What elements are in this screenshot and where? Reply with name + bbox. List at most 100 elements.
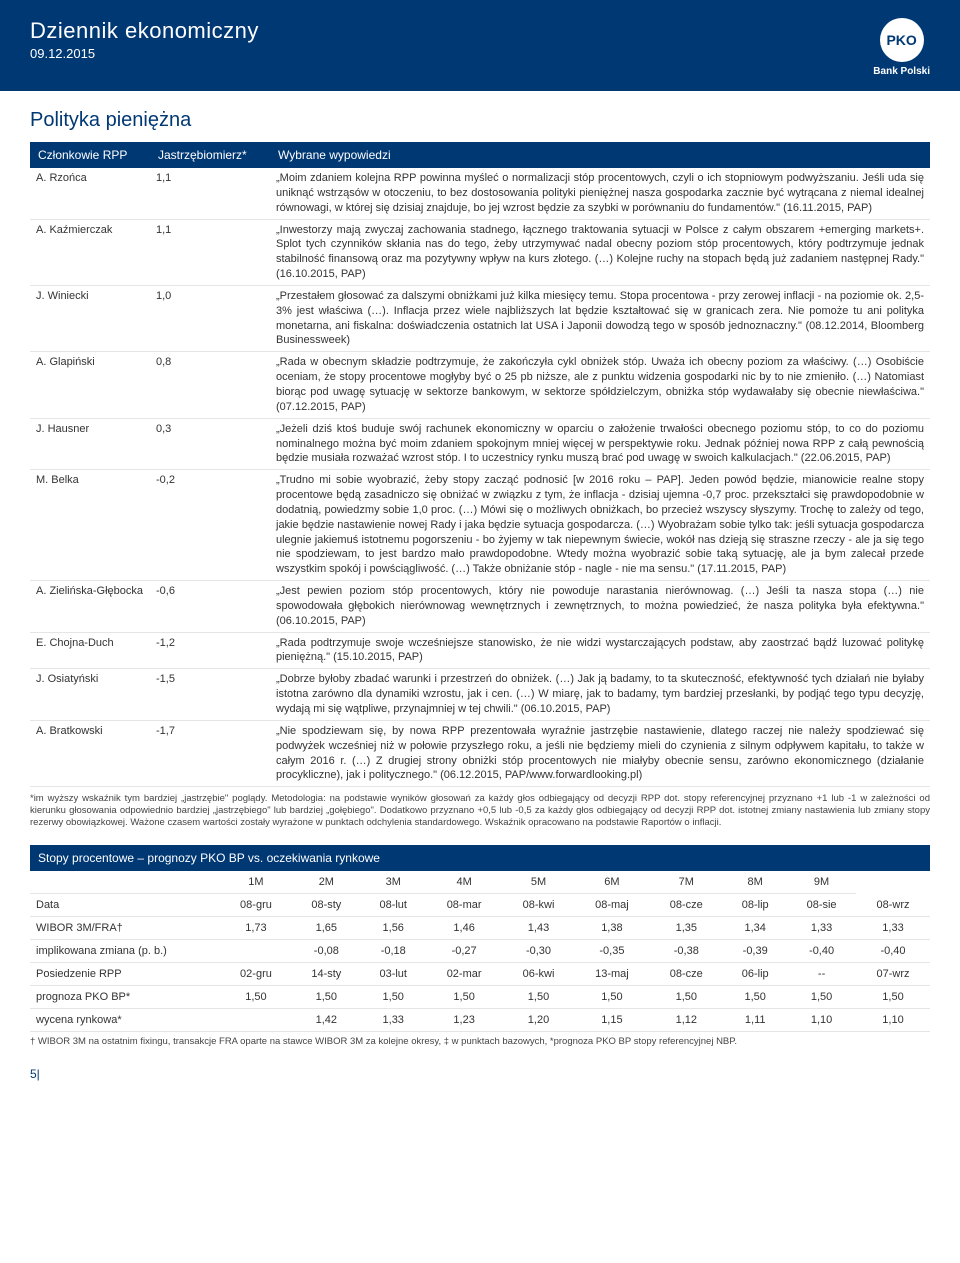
member-statement: „Rada w obecnym składzie podtrzymuje, że…: [270, 352, 930, 418]
member-statement: „Dobrze byłoby zbadać warunki i przestrz…: [270, 669, 930, 721]
forecast-cell: 1,56: [361, 916, 426, 939]
forecast-col-header: 8M: [723, 871, 787, 894]
th-hawkometer: Jastrzębiomierz*: [158, 148, 278, 162]
forecast-cell: 14-sty: [292, 962, 361, 985]
forecast-cell: 1,43: [503, 916, 575, 939]
table-row: A. Rzońca1,1„Moim zdaniem kolejna RPP po…: [30, 168, 930, 219]
forecast-cell: 1,42: [292, 1008, 361, 1031]
forecast-cell: 06-kwi: [503, 962, 575, 985]
forecast-cell: 1,73: [220, 916, 292, 939]
forecast-title-bar: Stopy procentowe – prognozy PKO BP vs. o…: [30, 845, 930, 871]
forecast-col-header: 5M: [503, 871, 575, 894]
forecast-cell: 1,23: [426, 1008, 503, 1031]
forecast-row-label: WIBOR 3M/FRA†: [30, 916, 220, 939]
forecast-row-label: Posiedzenie RPP: [30, 962, 220, 985]
forecast-cell: 1,20: [503, 1008, 575, 1031]
member-score: -1,5: [150, 669, 270, 721]
forecast-cell: 1,10: [787, 1008, 856, 1031]
forecast-col-header: 4M: [426, 871, 503, 894]
table-row: E. Chojna-Duch-1,2„Rada podtrzymuje swoj…: [30, 632, 930, 669]
forecast-cell: 1,33: [856, 916, 930, 939]
section-title: Polityka pieniężna: [30, 109, 930, 132]
member-score: 1,1: [150, 219, 270, 285]
forecast-cell: -0,35: [574, 939, 649, 962]
forecast-col-header: 9M: [787, 871, 856, 894]
member-statement: „Rada podtrzymuje swoje wcześniejsze sta…: [270, 632, 930, 669]
doc-title: Dziennik ekonomiczny: [30, 18, 259, 44]
member-score: -0,2: [150, 470, 270, 581]
page-content: Polityka pieniężna Członkowie RPP Jastrz…: [0, 91, 960, 1057]
forecast-row: prognoza PKO BP*1,501,501,501,501,501,50…: [30, 985, 930, 1008]
forecast-cell: 1,35: [649, 916, 723, 939]
forecast-cell: 1,11: [723, 1008, 787, 1031]
forecast-footnote: † WIBOR 3M na ostatnim fixingu, transakc…: [30, 1036, 930, 1047]
header-left: Dziennik ekonomiczny 09.12.2015: [30, 18, 259, 61]
forecast-cell: 1,50: [574, 985, 649, 1008]
forecast-cell: 08-maj: [574, 893, 649, 916]
member-statement: „Jeżeli dziś ktoś buduje swój rachunek e…: [270, 418, 930, 470]
forecast-cell: [220, 939, 292, 962]
member-score: -0,6: [150, 581, 270, 633]
member-statement: „Inwestorzy mają zwyczaj zachowania stad…: [270, 219, 930, 285]
member-score: -1,7: [150, 720, 270, 786]
member-name: J. Hausner: [30, 418, 150, 470]
member-name: A. Rzońca: [30, 168, 150, 219]
forecast-row: Posiedzenie RPP02-gru14-sty03-lut02-mar0…: [30, 962, 930, 985]
forecast-cell: [220, 1008, 292, 1031]
forecast-header-row: 1M2M3M4M5M6M7M8M9M: [30, 871, 930, 894]
forecast-cell: 08-cze: [649, 893, 723, 916]
member-score: -1,2: [150, 632, 270, 669]
forecast-cell: -0,08: [292, 939, 361, 962]
member-statement: „Moim zdaniem kolejna RPP powinna myśleć…: [270, 168, 930, 219]
forecast-cell: -0,27: [426, 939, 503, 962]
table-row: A. Glapiński0,8„Rada w obecnym składzie …: [30, 352, 930, 418]
forecast-cell: -0,40: [787, 939, 856, 962]
doc-date: 09.12.2015: [30, 46, 259, 61]
forecast-row-label: implikowana zmiana (p. b.): [30, 939, 220, 962]
forecast-cell: 1,50: [723, 985, 787, 1008]
member-name: A. Glapiński: [30, 352, 150, 418]
member-name: J. Winiecki: [30, 285, 150, 351]
forecast-cell: 1,15: [574, 1008, 649, 1031]
table-row: J. Hausner0,3„Jeżeli dziś ktoś buduje sw…: [30, 418, 930, 470]
forecast-col-header: 6M: [574, 871, 649, 894]
forecast-cell: -0,39: [723, 939, 787, 962]
forecast-row-label: prognoza PKO BP*: [30, 985, 220, 1008]
forecast-cell: 1,65: [292, 916, 361, 939]
forecast-cell: 08-lip: [723, 893, 787, 916]
forecast-col-header: 1M: [220, 871, 292, 894]
member-score: 0,3: [150, 418, 270, 470]
forecast-row: WIBOR 3M/FRA†1,731,651,561,461,431,381,3…: [30, 916, 930, 939]
member-score: 1,0: [150, 285, 270, 351]
member-score: 1,1: [150, 168, 270, 219]
forecast-cell: 1,33: [361, 1008, 426, 1031]
forecast-col-header: 3M: [361, 871, 426, 894]
forecast-cell: 1,50: [856, 985, 930, 1008]
logo-subtext: Bank Polski: [873, 66, 930, 77]
forecast-cell: 08-wrz: [856, 893, 930, 916]
bank-logo: PKO Bank Polski: [873, 18, 930, 77]
forecast-cell: 1,12: [649, 1008, 723, 1031]
member-statement: „Trudno mi sobie wyobrazić, żeby stopy z…: [270, 470, 930, 581]
forecast-cell: 08-gru: [220, 893, 292, 916]
forecast-cell: 08-sie: [787, 893, 856, 916]
member-name: A. Kaźmierczak: [30, 219, 150, 285]
forecast-cell: --: [787, 962, 856, 985]
forecast-cell: -0,30: [503, 939, 575, 962]
member-statement: „Jest pewien poziom stóp procentowych, k…: [270, 581, 930, 633]
forecast-cell: 13-maj: [574, 962, 649, 985]
forecast-cell: 02-mar: [426, 962, 503, 985]
members-table: A. Rzońca1,1„Moim zdaniem kolejna RPP po…: [30, 168, 930, 787]
forecast-cell: 08-lut: [361, 893, 426, 916]
member-name: M. Belka: [30, 470, 150, 581]
member-score: 0,8: [150, 352, 270, 418]
table-row: A. Zielińska-Głębocka-0,6„Jest pewien po…: [30, 581, 930, 633]
forecast-col-header: 7M: [649, 871, 723, 894]
forecast-cell: 1,50: [426, 985, 503, 1008]
forecast-cell: -0,18: [361, 939, 426, 962]
forecast-table: 1M2M3M4M5M6M7M8M9MData08-gru08-sty08-lut…: [30, 871, 930, 1032]
forecast-cell: -0,40: [856, 939, 930, 962]
forecast-cell: 1,50: [649, 985, 723, 1008]
methodology-footnote: *im wyższy wskaźnik tym bardziej „jastrz…: [30, 793, 930, 829]
member-statement: „Przestałem głosować za dalszymi obniżka…: [270, 285, 930, 351]
